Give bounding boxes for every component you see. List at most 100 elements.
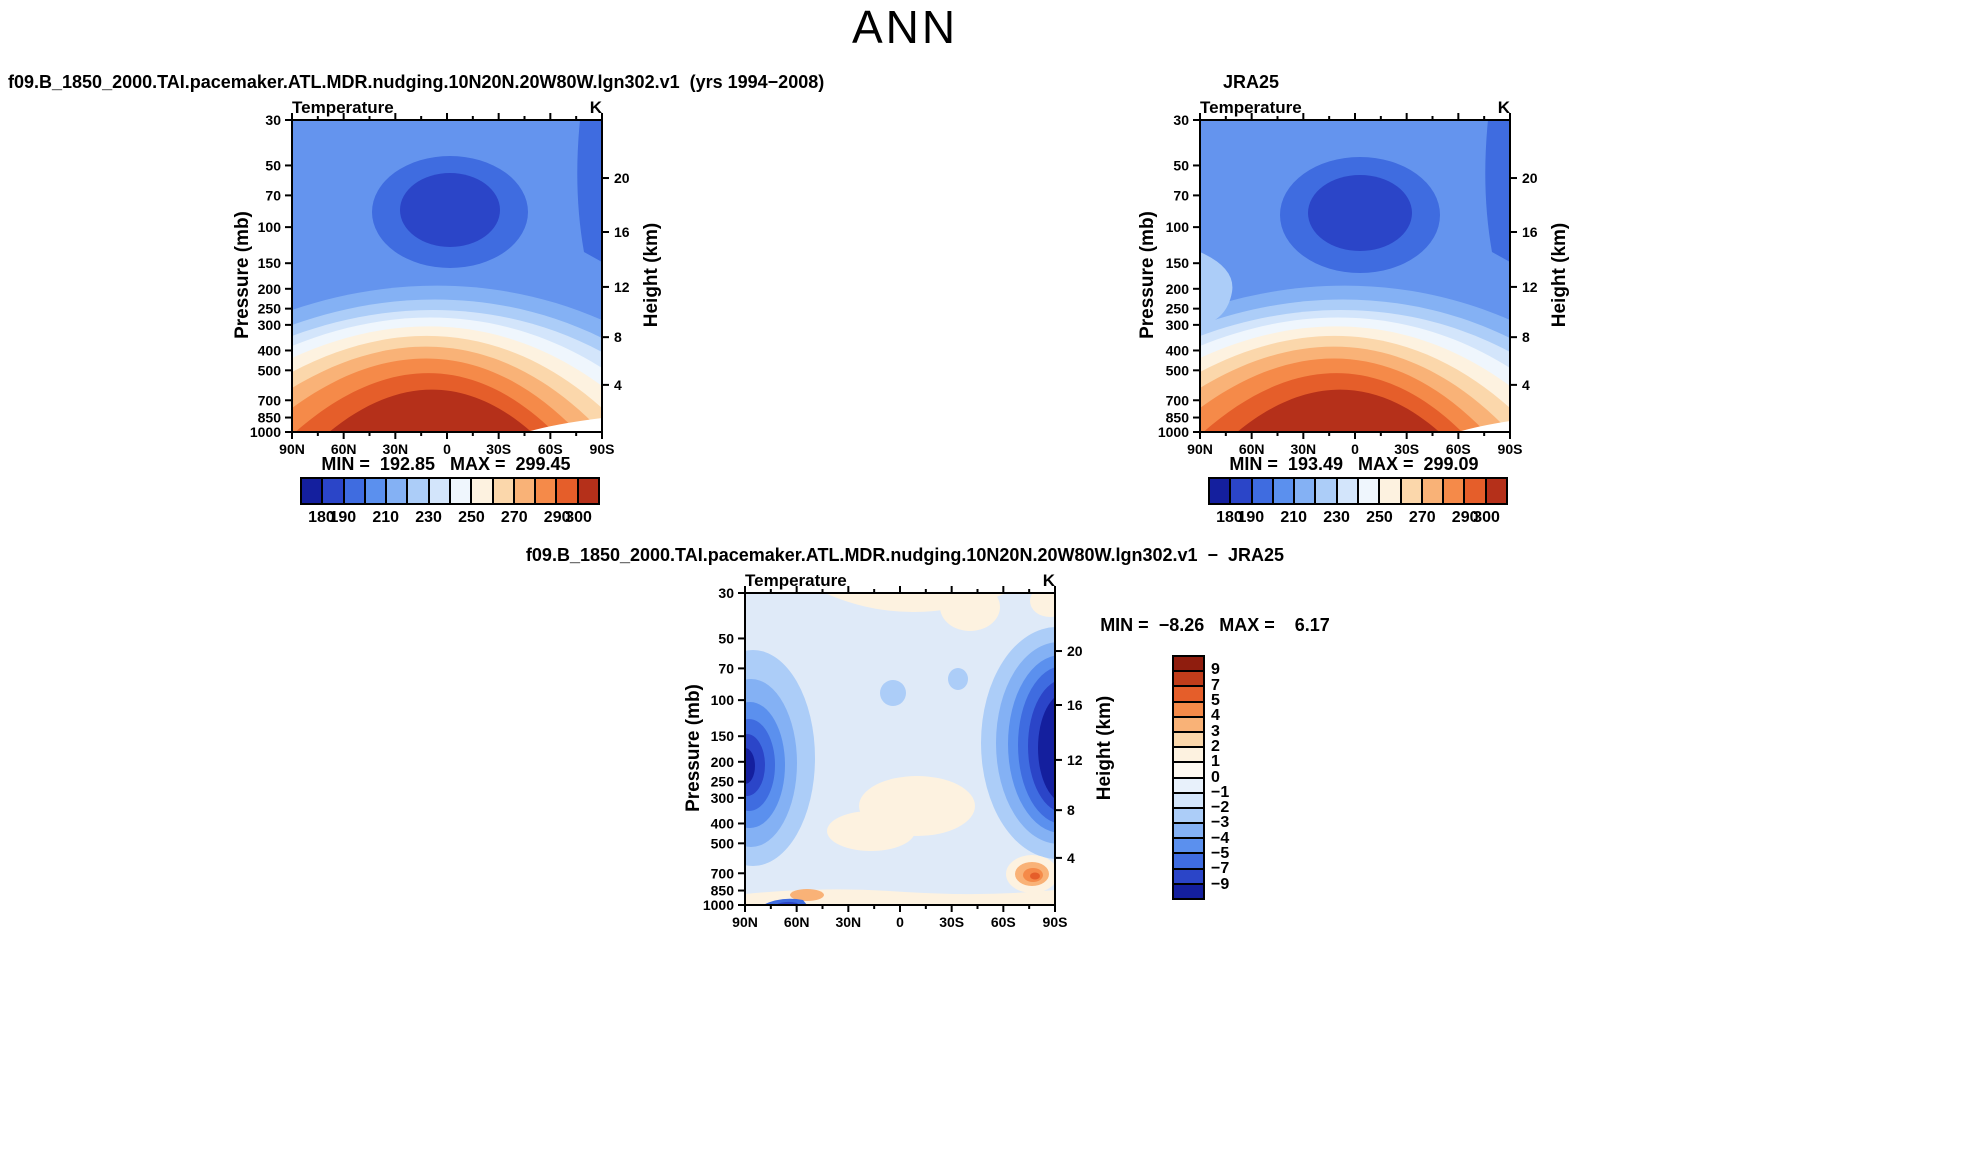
colorbar-label: 4 (1211, 707, 1220, 725)
diff-colorbar-labels: 9 7 5 4 3 2 1 0 −1 −2 −3 −4 −5 −7 −9 (1211, 655, 1251, 900)
colorbar-cell (1271, 479, 1294, 503)
lat-tick-label: 0 (896, 914, 904, 930)
colorbar-label: 270 (1408, 509, 1436, 526)
colorbar-cell (1174, 730, 1203, 747)
pressure-tick-label: 400 (1166, 342, 1190, 358)
colorbar-cell (1174, 746, 1203, 762)
colorbar-cell (1174, 852, 1203, 868)
colorbar-cell (427, 479, 449, 503)
colorbar-label: 7 (1211, 676, 1220, 694)
colorbar-cell (1484, 479, 1506, 503)
obs-contour-field (1200, 120, 1510, 432)
pressure-tick-label: 500 (1166, 362, 1190, 378)
pressure-tick-label: 300 (258, 317, 282, 333)
colorbar-cell (342, 479, 364, 503)
page-title: ANN (851, 1, 959, 53)
colorbar-cell (1174, 685, 1203, 701)
colorbar-label: −1 (1211, 783, 1230, 801)
model-colorbar-labels: 180 190 210 230 250 270 290 300 (300, 509, 600, 529)
colorbar-label: 5 (1211, 691, 1220, 709)
lat-tick-label: 60N (331, 441, 357, 457)
colorbar-cell (1174, 700, 1203, 716)
height-tick-label: 16 (614, 224, 630, 240)
pressure-tick-label: 400 (258, 342, 282, 358)
colorbar-label: −9 (1211, 875, 1230, 893)
pressure-tick-label: 70 (718, 660, 734, 676)
colorbar-label: −5 (1211, 845, 1230, 863)
lat-tick-label: 90N (732, 914, 758, 930)
field-name-label: Temperature (1200, 98, 1302, 117)
pressure-tick-label: 1000 (703, 897, 734, 913)
height-tick-label: 12 (1522, 279, 1538, 295)
pressure-tick-label: 150 (1166, 255, 1190, 271)
colorbar-cell (1378, 479, 1400, 503)
pressure-tick-label: 150 (711, 728, 735, 744)
colorbar-label: −3 (1211, 814, 1230, 832)
pressure-tick-label: 500 (258, 362, 282, 378)
pressure-tick-label: 400 (711, 815, 735, 831)
pressure-tick-label: 250 (1166, 301, 1190, 317)
colorbar-cell (302, 479, 322, 503)
colorbar-label: 230 (1323, 509, 1350, 526)
colorbar-label: 300 (1473, 509, 1500, 526)
pressure-tick-label: 250 (711, 774, 735, 790)
colorbar-label: 210 (1280, 509, 1308, 526)
height-tick-label: 4 (1067, 850, 1075, 866)
colorbar-cell (406, 479, 428, 503)
obs-colorbar-labels: 180 190 210 230 250 270 290 300 (1208, 509, 1508, 529)
pressure-tick-label: 50 (265, 157, 281, 173)
plot-frame (291, 119, 603, 433)
colorbar-label: 180 (308, 509, 335, 526)
pressure-tick-label: 30 (718, 585, 734, 601)
height-tick-label: 8 (1522, 329, 1530, 345)
height-tick-label: 8 (1067, 802, 1075, 818)
pressure-tick-label: 30 (1173, 112, 1189, 128)
colorbar-cell (1210, 479, 1230, 503)
colorbar-label: −4 (1211, 829, 1230, 847)
pressure-tick-label: 850 (1166, 410, 1190, 426)
lat-tick-label: 60S (1446, 441, 1471, 457)
pressure-tick-label: 100 (1166, 219, 1190, 235)
obs-minmax: MIN = 193.49 MAX = 299.09 (1229, 454, 1479, 474)
colorbar-cell (1293, 479, 1315, 503)
pressure-tick-label: 70 (265, 187, 281, 203)
colorbar-cell (1229, 479, 1251, 503)
model-colorbar (300, 477, 600, 505)
colorbar-label: 190 (329, 509, 357, 526)
units-label: K (1498, 98, 1511, 117)
pressure-tick-label: 200 (258, 281, 282, 297)
units-label: K (1043, 571, 1056, 590)
colorbar-label: 250 (458, 509, 485, 526)
pressure-tick-label: 700 (258, 392, 282, 408)
pressure-tick-label: 500 (711, 835, 735, 851)
lat-tick-label: 30N (1290, 441, 1316, 457)
pressure-tick-label: 150 (258, 255, 282, 271)
colorbar-cell (1174, 822, 1203, 838)
pressure-tick-label: 50 (718, 630, 734, 646)
pressure-tick-label: 850 (258, 410, 282, 426)
height-tick-label: 16 (1522, 224, 1538, 240)
colorbar-cell (1356, 479, 1379, 503)
colorbar-cell (1174, 806, 1203, 823)
height-tick-label: 8 (614, 329, 622, 345)
pressure-tick-label: 700 (711, 865, 735, 881)
obs-colorbar (1208, 477, 1508, 505)
model-minmax: MIN = 192.85 MAX = 299.45 (321, 454, 571, 474)
colorbar-cell (363, 479, 386, 503)
colorbar-label: 230 (415, 509, 442, 526)
pressure-tick-label: 200 (1166, 281, 1190, 297)
diff-height-axis-label: Height (km) (1094, 695, 1115, 801)
diff-title: f09.B_1850_2000.TAI.pacemaker.ATL.MDR.nu… (525, 545, 1285, 565)
lat-tick-label: 30S (1394, 441, 1419, 457)
lat-tick-label: 60N (1239, 441, 1265, 457)
colorbar-cell (1174, 776, 1203, 792)
colorbar-cell (1174, 791, 1203, 807)
height-tick-label: 16 (1067, 697, 1083, 713)
colorbar-label: 0 (1211, 768, 1220, 786)
obs-title: JRA25 (1222, 72, 1280, 92)
lat-tick-label: 30N (835, 914, 861, 930)
diff-colorbar (1172, 655, 1205, 900)
height-tick-label: 12 (1067, 752, 1083, 768)
